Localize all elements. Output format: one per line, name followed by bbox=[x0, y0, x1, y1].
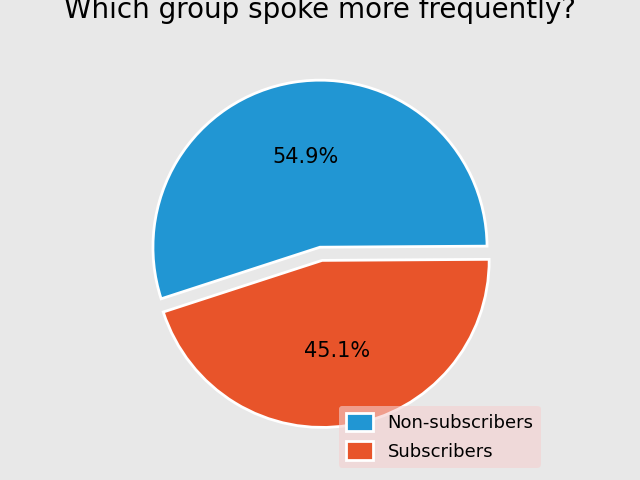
Title: Which group spoke more frequently?: Which group spoke more frequently? bbox=[64, 0, 576, 24]
Legend: Non-subscribers, Subscribers: Non-subscribers, Subscribers bbox=[339, 406, 541, 468]
Text: 54.9%: 54.9% bbox=[272, 146, 339, 167]
Text: 45.1%: 45.1% bbox=[304, 341, 370, 361]
Wedge shape bbox=[153, 80, 487, 299]
Wedge shape bbox=[163, 259, 489, 427]
